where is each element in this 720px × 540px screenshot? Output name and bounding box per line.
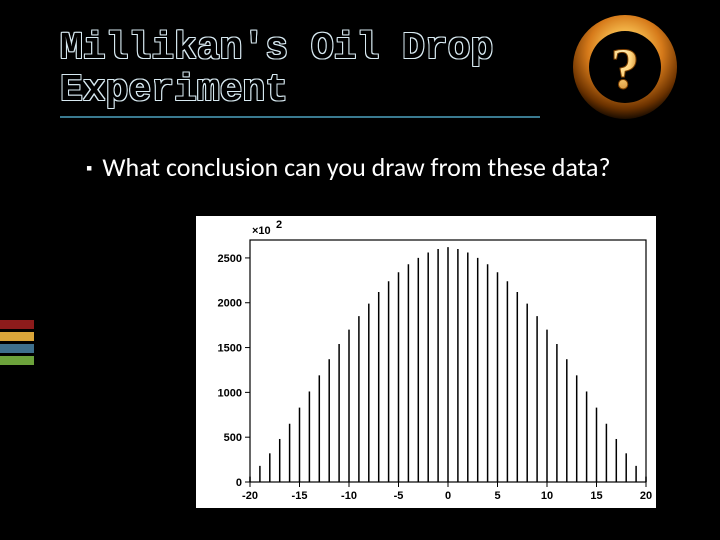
svg-text:0: 0 bbox=[445, 490, 451, 502]
svg-text:15: 15 bbox=[590, 490, 602, 502]
svg-text:×10: ×10 bbox=[252, 225, 271, 237]
svg-text:1000: 1000 bbox=[218, 387, 242, 399]
svg-text:2000: 2000 bbox=[218, 298, 242, 310]
stripe bbox=[0, 320, 34, 329]
stripe bbox=[0, 356, 34, 365]
bullet-marker: ▪ bbox=[86, 158, 92, 179]
slide-title: Millikan's Oil Drop Experiment bbox=[60, 28, 540, 118]
svg-text:500: 500 bbox=[224, 432, 242, 444]
svg-text:-10: -10 bbox=[341, 490, 357, 502]
bullet-text: What conclusion can you draw from these … bbox=[102, 152, 610, 183]
svg-text:0: 0 bbox=[236, 477, 242, 489]
histogram-chart: 0 500 1000 1500 2000 2500 -20 -15 -10 -5 0 5 10 15 20 ×… bbox=[196, 216, 656, 508]
svg-text:10: 10 bbox=[541, 490, 553, 502]
bullet-area: ▪ What conclusion can you draw from thes… bbox=[86, 152, 646, 183]
stripe bbox=[0, 332, 34, 341]
chart-svg: 0 500 1000 1500 2000 2500 -20 -15 -10 -5 0 5 10 15 20 ×… bbox=[196, 216, 656, 508]
stripe bbox=[0, 344, 34, 353]
svg-text:-5: -5 bbox=[394, 490, 404, 502]
svg-text:?: ? bbox=[611, 36, 640, 101]
slide: Millikan's Oil Drop Experiment bbox=[0, 0, 720, 540]
svg-text:2500: 2500 bbox=[218, 253, 242, 265]
svg-text:2: 2 bbox=[276, 219, 282, 231]
question-mark-icon: ? bbox=[570, 12, 680, 122]
svg-text:1500: 1500 bbox=[218, 343, 242, 355]
svg-text:-20: -20 bbox=[242, 490, 258, 502]
title-block: Millikan's Oil Drop Experiment bbox=[60, 28, 540, 118]
svg-text:5: 5 bbox=[494, 490, 500, 502]
svg-text:20: 20 bbox=[640, 490, 652, 502]
svg-text:-15: -15 bbox=[292, 490, 308, 502]
bullet-item: ▪ What conclusion can you draw from thes… bbox=[86, 152, 646, 183]
side-accent-stripes bbox=[0, 320, 34, 368]
